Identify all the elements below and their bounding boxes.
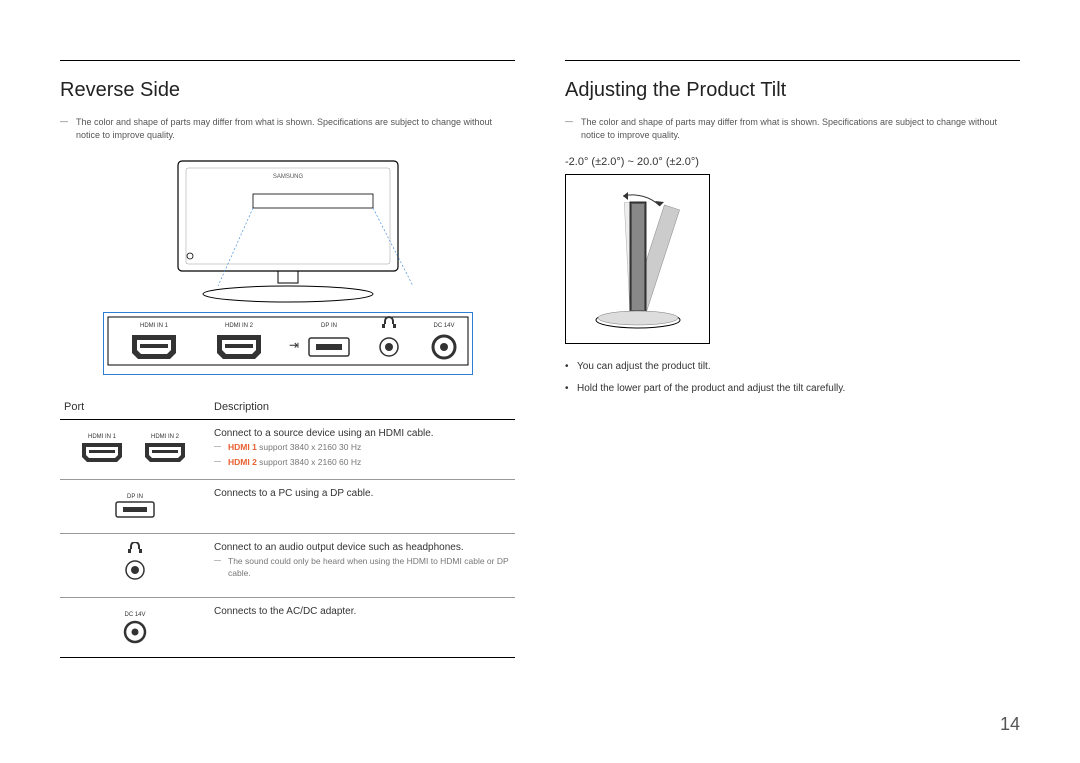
dc-desc: Connects to the AC/DC adapter. [210,598,515,658]
svg-text:HDMI IN 2: HDMI IN 2 [151,434,180,440]
dp-desc: Connects to a PC using a DP cable. [210,480,515,534]
left-column: Reverse Side The color and shape of part… [60,60,515,658]
headphone-port-icon [70,542,200,586]
dpin-label: DP IN [321,323,337,329]
hdmi2-label: HDMI IN 2 [224,323,253,329]
row-dc: DC 14V Connects to the AC/DC adapter. [60,598,515,658]
svg-text:DP IN: DP IN [127,494,143,500]
svg-text:DC 14V: DC 14V [124,612,145,618]
row-dp: DP IN Connects to a PC using a DP cable. [60,480,515,534]
hdmi2-note: HDMI 2 support 3840 x 2160 60 Hz [214,457,511,469]
svg-text:⇥: ⇥ [289,338,299,352]
tilt-icon [578,184,698,334]
bullet-1: You can adjust the product tilt. [565,360,1020,374]
hdmi1-note: HDMI 1 support 3840 x 2160 30 Hz [214,442,511,454]
th-port: Port [60,395,210,420]
disclaimer-left: The color and shape of parts may differ … [60,116,515,142]
tilt-title: Adjusting the Product Tilt [565,79,1020,102]
page-number: 14 [1000,714,1020,735]
audio-desc: Connect to an audio output device such a… [214,542,511,553]
hdmi-desc: Connect to a source device using an HDMI… [214,428,511,439]
bullet-2: Hold the lower part of the product and a… [565,382,1020,396]
th-desc: Description [210,395,515,420]
row-audio: Connect to an audio output device such a… [60,534,515,598]
tilt-range: -2.0° (±2.0°) ~ 20.0° (±2.0°) [565,156,1020,168]
tilt-diagram [565,174,710,344]
hdmi-ports-icon: HDMI IN 1 HDMI IN 2 [70,428,200,468]
reverse-side-title: Reverse Side [60,79,515,102]
svg-text:HDMI IN 1: HDMI IN 1 [88,434,117,440]
hdmi1-label: HDMI IN 1 [139,323,168,329]
port-table: Port Description HDMI IN 1 HDMI IN 2 [60,395,515,658]
monitor-back-icon: SAMSUNG [138,156,438,306]
svg-text:SAMSUNG: SAMSUNG [272,174,303,180]
monitor-diagram: SAMSUNG HDMI IN 1 HDMI IN 2 DP IN DC 14V [60,156,515,375]
right-column: Adjusting the Product Tilt The color and… [565,60,1020,658]
dp-port-icon: DP IN [70,488,200,522]
port-callout: HDMI IN 1 HDMI IN 2 DP IN DC 14V [103,312,473,375]
port-strip-icon: HDMI IN 1 HDMI IN 2 DP IN DC 14V [104,313,472,369]
audio-note: The sound could only be heard when using… [214,556,511,580]
row-hdmi: HDMI IN 1 HDMI IN 2 Connect to a source … [60,420,515,480]
dc-label: DC 14V [433,323,454,329]
dc-port-icon: DC 14V [70,606,200,646]
tilt-bullets: You can adjust the product tilt. Hold th… [565,360,1020,396]
disclaimer-right: The color and shape of parts may differ … [565,116,1020,142]
